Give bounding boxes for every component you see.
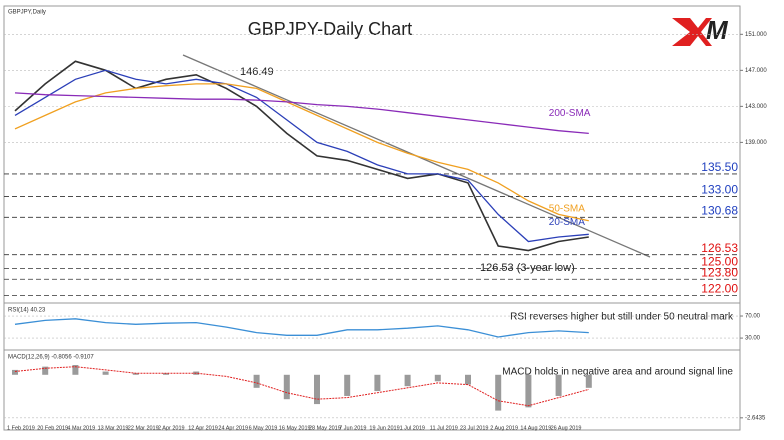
x-tick-label: 16 May 2019	[279, 425, 311, 431]
series-line	[14, 69, 589, 243]
level-label: 125.00	[701, 255, 738, 269]
x-tick-label: 22 Mar 2019	[128, 425, 159, 431]
macd-bar	[585, 374, 592, 388]
macd-bar	[12, 369, 18, 375]
macd-bar	[314, 374, 320, 405]
x-tick-label: 12 Apr 2019	[188, 425, 218, 431]
series-line	[14, 60, 589, 252]
y-tick-label: 30.00	[745, 336, 761, 342]
symbol-label: GBPJPY,Daily	[8, 10, 46, 16]
x-tick-label: 6 May 2019	[249, 425, 278, 431]
x-tick-label: 24 Apr 2019	[218, 425, 248, 431]
macd-bar	[72, 365, 79, 375]
x-tick-label: 7 Jun 2019	[339, 425, 366, 431]
x-tick-label: 1 Feb 2019	[7, 425, 35, 431]
x-tick-label: 11 Jul 2019	[430, 425, 458, 431]
series-line	[14, 83, 589, 222]
macd-bar	[344, 374, 351, 396]
macd-bar	[42, 366, 49, 375]
series-label: 50-SMA	[549, 203, 585, 214]
macd-note: MACD holds in negative area and around s…	[502, 367, 733, 378]
x-tick-label: 4 Mar 2019	[67, 425, 95, 431]
level-label: 133.00	[701, 183, 738, 197]
macd-bar	[465, 374, 471, 385]
y-tick-label: 151.000	[745, 32, 767, 38]
svg-text:M: M	[706, 15, 729, 45]
frame	[3, 5, 741, 431]
peak-label: 146.49	[240, 66, 274, 78]
macd-bar	[253, 374, 260, 388]
level-label: 123.80	[701, 265, 738, 279]
macd-bar	[404, 374, 411, 387]
level-label: 126.53	[701, 241, 738, 255]
x-tick-label: 1 Jul 2019	[400, 425, 425, 431]
x-tick-label: 19 Jun 2019	[369, 425, 399, 431]
macd-title: MACD(12,26,9) -0.8056 -0.9107	[8, 355, 94, 361]
chart-title: GBPJPY-Daily Chart	[248, 19, 412, 39]
macd-bar	[163, 373, 169, 375]
series-line	[14, 318, 589, 338]
macd-bar	[555, 374, 562, 396]
low-label: 126.53 (3-year low)	[480, 262, 575, 274]
y-tick-label: 143.000	[745, 104, 767, 110]
y-tick-label: 147.000	[745, 68, 767, 74]
macd-bar	[374, 374, 381, 392]
x-tick-label: 13 Mar 2019	[98, 425, 129, 431]
x-tick-label: 2 Apr 2019	[158, 425, 185, 431]
series-label: 20-SMA	[549, 217, 585, 228]
signal-line	[14, 366, 589, 407]
x-tick-label: 26 Aug 2019	[551, 425, 582, 431]
series-line	[14, 92, 589, 135]
macd-bar	[495, 374, 502, 411]
series-label: 200-SMA	[549, 108, 591, 119]
rsi-note: RSI reverses higher but still under 50 n…	[510, 312, 734, 323]
macd-bar	[434, 374, 441, 382]
logo: M	[672, 15, 729, 46]
macd-bar	[283, 374, 290, 400]
level-label: 122.00	[701, 282, 738, 296]
x-tick-label: 2 Aug 2019	[490, 425, 518, 431]
macd-bar	[525, 374, 532, 408]
macd-bar	[102, 371, 109, 375]
x-tick-label: 14 Aug 2019	[520, 425, 551, 431]
y-tick-label: 139.000	[745, 140, 767, 146]
x-tick-label: 28 May 2019	[309, 425, 341, 431]
level-label: 135.50	[701, 160, 738, 174]
x-tick-label: 23 Jul 2019	[460, 425, 488, 431]
y-tick-label: 70.00	[745, 314, 761, 320]
x-tick-label: 20 Feb 2019	[37, 425, 68, 431]
rsi-title: RSI(14) 40.23	[8, 308, 46, 314]
level-label: 130.68	[701, 203, 738, 217]
macd-bar	[132, 373, 139, 375]
y-tick-label: -2.6435	[745, 415, 766, 421]
